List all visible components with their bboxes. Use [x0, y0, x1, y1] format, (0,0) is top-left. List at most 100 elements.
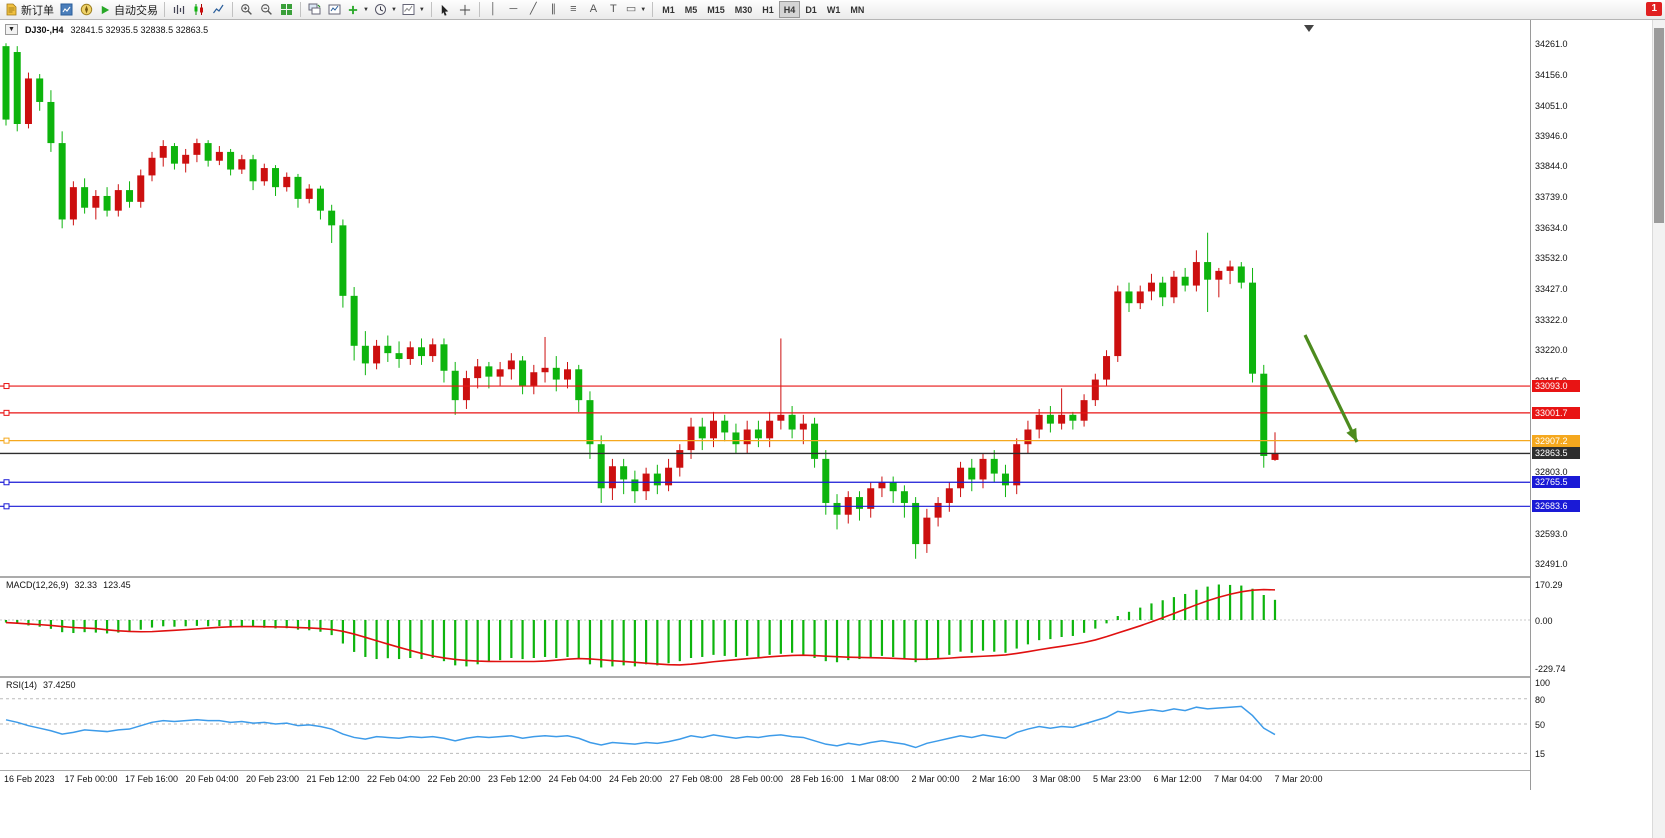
- hline-handle[interactable]: [3, 409, 10, 416]
- one-click-trading-toggle[interactable]: ▼: [5, 24, 18, 35]
- macd-signal-line: [5, 588, 1276, 666]
- new-chart-button[interactable]: ▼: [345, 1, 371, 19]
- horizontal-line-tool-button[interactable]: ─: [504, 1, 523, 19]
- timeframe-button-m30[interactable]: M30: [734, 4, 753, 15]
- chart-line-button[interactable]: [209, 1, 228, 19]
- price-axis-label: 33739.0: [1535, 192, 1568, 203]
- rsi-name: RSI(14): [6, 680, 38, 690]
- candle-body: [1159, 282, 1167, 298]
- hline-handle[interactable]: [3, 383, 10, 390]
- shapes-tool-button[interactable]: ▭ ▼: [624, 1, 648, 19]
- shapes-icon: ▭: [625, 3, 637, 15]
- fibonacci-tool-button[interactable]: ≡: [564, 1, 583, 19]
- crosshair-button[interactable]: [456, 1, 475, 19]
- time-axis-label: 22 Feb 04:00: [367, 774, 421, 784]
- timeframe-button-d1[interactable]: D1: [805, 4, 817, 15]
- auto-trading-button[interactable]: 自动交易: [97, 1, 160, 19]
- timeframe-button-m5[interactable]: M5: [684, 4, 698, 15]
- candle-body: [350, 295, 358, 346]
- chart-shift-marker[interactable]: [1304, 25, 1314, 32]
- text-tool-button[interactable]: A: [584, 1, 603, 19]
- new-chart-plus-icon: [348, 5, 358, 14]
- time-axis-label: 28 Feb 00:00: [730, 774, 784, 784]
- candle-body: [867, 488, 875, 509]
- cursor-icon: [442, 4, 449, 16]
- market-watch-button[interactable]: [57, 1, 76, 19]
- label-tool-button[interactable]: T: [604, 1, 623, 19]
- trendline-icon: ╱: [530, 3, 537, 15]
- candle-body: [92, 195, 100, 208]
- hline-handle[interactable]: [3, 479, 10, 486]
- candle-body: [1114, 291, 1122, 357]
- price-axis-label: 32803.0: [1535, 467, 1568, 478]
- candle-body: [1271, 453, 1279, 460]
- timeframe-button-w1[interactable]: W1: [826, 4, 841, 15]
- rsi-panel[interactable]: [0, 678, 1530, 770]
- scrollbar-thumb[interactable]: [1654, 28, 1664, 223]
- arrange-windows-button[interactable]: [305, 1, 324, 19]
- toolbar-separator: [652, 2, 654, 17]
- tile-windows-button[interactable]: [277, 1, 296, 19]
- chart-bars-button[interactable]: [169, 1, 188, 19]
- vertical-scrollbar[interactable]: [1652, 20, 1665, 838]
- time-axis-label: 27 Feb 08:00: [669, 774, 723, 784]
- toolbar-separator: [430, 2, 432, 17]
- time-axis-label: 23 Feb 12:00: [488, 774, 542, 784]
- timeframe-button-m15[interactable]: M15: [707, 4, 725, 15]
- navigator-icon: [80, 3, 93, 16]
- template-button[interactable]: ▼: [400, 1, 427, 19]
- candle-body: [182, 154, 190, 164]
- panel-separator[interactable]: [0, 676, 1652, 678]
- candle-body: [620, 466, 628, 480]
- toolbar-separator: [300, 2, 301, 17]
- new-order-button[interactable]: 新订单: [3, 1, 56, 19]
- candle-body: [923, 517, 931, 545]
- timeframe-button-h1[interactable]: H1: [762, 4, 774, 15]
- text-tool-icon: A: [589, 3, 598, 15]
- vertical-line-tool-button[interactable]: │: [484, 1, 503, 19]
- panel-separator[interactable]: [0, 576, 1652, 578]
- time-axis[interactable]: 16 Feb 2023 17 Feb 00:00 17 Feb 16:00 20 Fe…: [0, 772, 1530, 788]
- timeframe-button-h4[interactable]: H4: [778, 1, 801, 18]
- price-axis[interactable]: 34261.0 34156.0 34051.0 33946.0 33844.0 33739…: [1530, 20, 1652, 790]
- drawn-arrow[interactable]: [1303, 334, 1359, 443]
- price-axis-label: 32593.0: [1535, 528, 1568, 539]
- auto-arrange-button[interactable]: [325, 1, 344, 19]
- macd-panel[interactable]: [0, 578, 1530, 676]
- price-chart-panel[interactable]: [0, 20, 1530, 576]
- chart-candles-button[interactable]: [189, 1, 208, 19]
- zoom-out-button[interactable]: [257, 1, 276, 19]
- candle-body: [215, 151, 223, 161]
- candle-body: [564, 369, 571, 380]
- candle-body: [552, 367, 560, 380]
- timeframe-button-mn[interactable]: MN: [850, 4, 865, 15]
- candle-body: [1035, 414, 1043, 430]
- notification-badge[interactable]: 1: [1646, 2, 1662, 16]
- period-button[interactable]: ▼: [372, 1, 399, 19]
- time-axis-label: 7 Mar 20:00: [1274, 774, 1323, 784]
- time-axis-label: 6 Mar 12:00: [1153, 774, 1202, 784]
- timeframe-button-m1[interactable]: M1: [662, 4, 675, 15]
- tile-windows-icon: [281, 4, 292, 15]
- channel-tool-button[interactable]: ∥: [544, 1, 563, 19]
- candle-body: [822, 458, 830, 503]
- toolbar-separator: [478, 2, 480, 17]
- trendline-tool-button[interactable]: ╱: [524, 1, 543, 19]
- candle-body: [2, 46, 10, 120]
- candle-body: [328, 210, 336, 226]
- time-axis-label: 28 Feb 16:00: [790, 774, 844, 784]
- auto-trading-label: 自动交易: [114, 4, 158, 17]
- cursor-button[interactable]: [436, 1, 455, 19]
- candle-body: [1058, 414, 1066, 424]
- candle-body: [137, 175, 145, 202]
- auto-trading-icon: [101, 5, 110, 14]
- hline-handle[interactable]: [3, 503, 10, 510]
- rsi-value: 37.4250: [43, 680, 76, 690]
- navigator-button[interactable]: [77, 1, 96, 19]
- candle-body: [485, 366, 493, 377]
- zoom-in-button[interactable]: [237, 1, 256, 19]
- candle-body: [811, 423, 819, 459]
- hline-handle[interactable]: [3, 437, 10, 444]
- candle-body: [305, 188, 313, 199]
- price-axis-label: 33532.0: [1535, 253, 1568, 264]
